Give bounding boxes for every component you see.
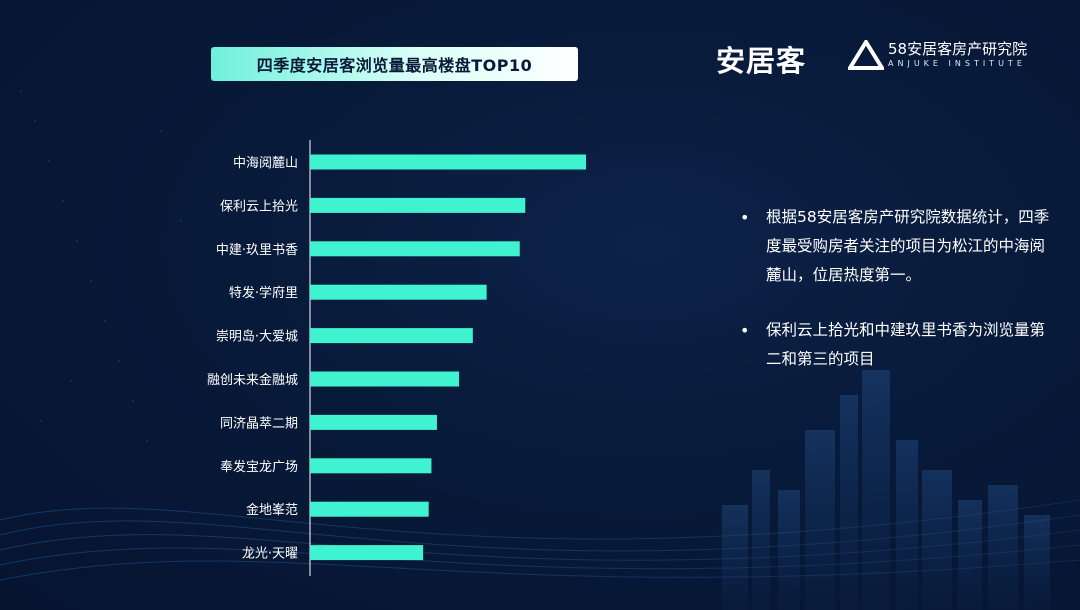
- brand-logo: 安居客: [716, 44, 807, 78]
- notes-list: • 根据58安居客房产研究院数据统计，四季度最受购房者关注的项目为松江的中海阅麓…: [740, 203, 1050, 400]
- bar: [310, 284, 487, 300]
- category-label: 奉发宝龙广场: [220, 459, 298, 475]
- bar: [310, 197, 526, 213]
- bar: [310, 371, 460, 387]
- category-label: 崇明岛·大爱城: [216, 329, 298, 345]
- category-label: 同济晶萃二期: [220, 416, 298, 431]
- note-text: 根据58安居客房产研究院数据统计，四季度最受购房者关注的项目为松江的中海阅麓山，…: [766, 208, 1050, 284]
- note-text: 保利云上拾光和中建玖里书香为浏览量第二和第三的项目: [766, 321, 1046, 368]
- institute-logo: 58安居客房产研究院 ANJUKE INSTITUTE: [848, 40, 1027, 70]
- bar: [310, 458, 432, 474]
- bullet-icon: •: [740, 321, 750, 340]
- category-label: 融创未来金融城: [207, 372, 298, 388]
- bar: [310, 154, 586, 170]
- bar: [310, 328, 473, 344]
- category-label: 中建·玖里书香: [216, 242, 298, 258]
- category-label: 龙光·天曜: [242, 547, 298, 562]
- note-item: • 根据58安居客房产研究院数据统计，四季度最受购房者关注的项目为松江的中海阅麓…: [740, 203, 1050, 290]
- category-label: 特发·学府里: [229, 285, 298, 301]
- institute-name-cn: 58安居客房产研究院: [888, 40, 1028, 58]
- category-label: 保利云上拾光: [220, 199, 298, 214]
- category-label: 中海阅麓山: [233, 156, 298, 171]
- bar: [310, 414, 437, 430]
- chart-title: 四季度安居客浏览量最高楼盘TOP10: [211, 47, 578, 81]
- institute-triangle-icon: [848, 40, 884, 70]
- bar: [310, 501, 429, 517]
- bullet-icon: •: [740, 208, 750, 227]
- category-label: 金地峯范: [246, 502, 298, 518]
- bar: [310, 241, 520, 257]
- institute-name-en: ANJUKE INSTITUTE: [888, 59, 1026, 68]
- bar: [310, 545, 424, 561]
- note-item: • 保利云上拾光和中建玖里书香为浏览量第二和第三的项目: [740, 316, 1050, 374]
